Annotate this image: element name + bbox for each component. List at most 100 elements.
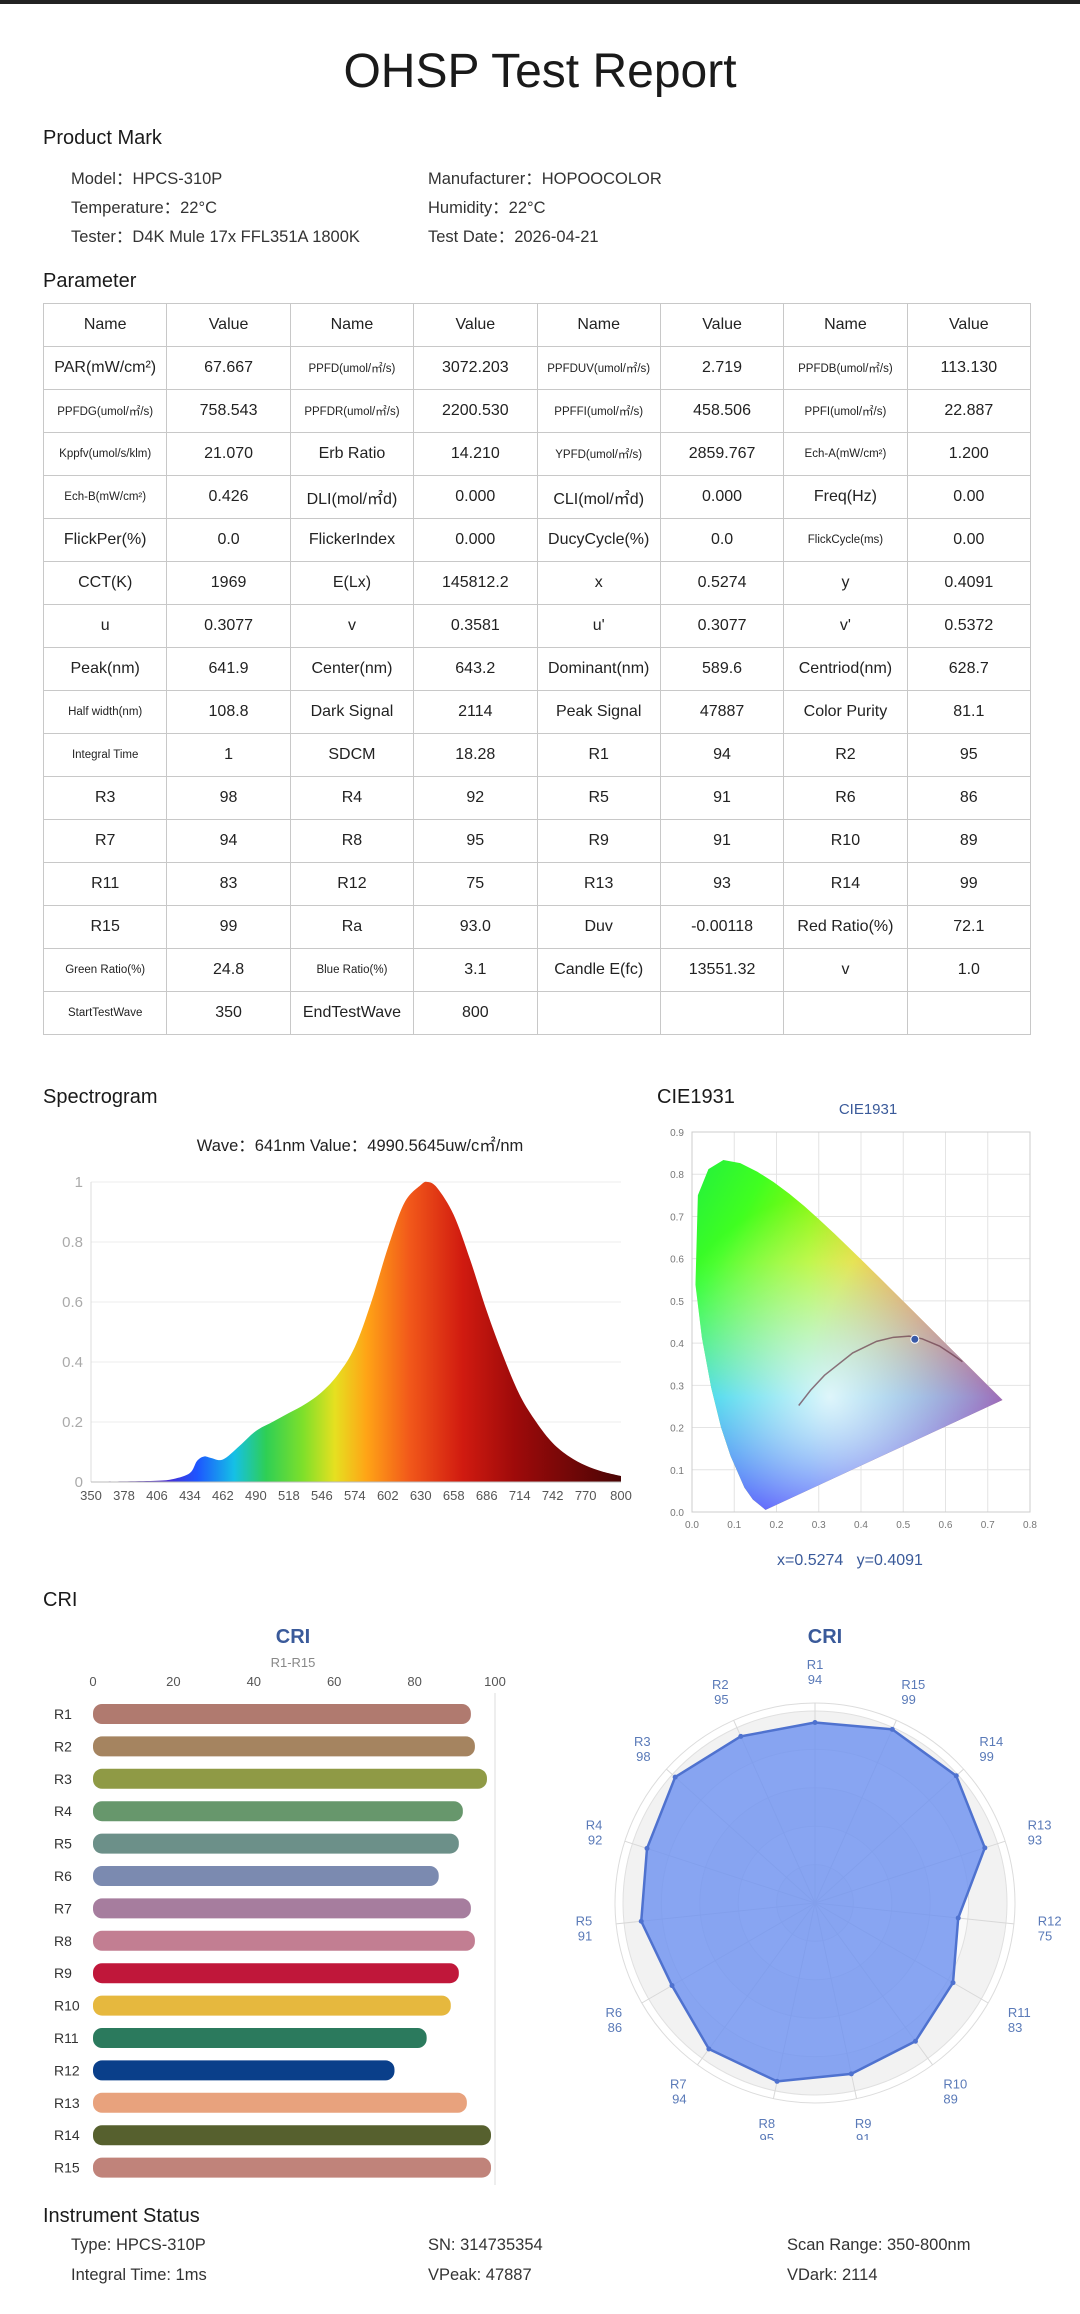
parameter-heading: Parameter xyxy=(43,270,137,292)
radar-value-label: 91 xyxy=(856,2131,870,2140)
radar-point xyxy=(706,2046,712,2052)
column-header: Name xyxy=(289,303,415,347)
spectrum-area xyxy=(91,1181,621,1482)
parameter-row: Integral Time 1 SDCM 18.28 R1 94 R2 95 xyxy=(42,733,1032,777)
param-value-cell: 99 xyxy=(906,862,1032,906)
param-value-cell: 758.543 xyxy=(166,389,291,433)
param-name-cell: Color Purity xyxy=(783,690,908,734)
param-name-cell: CCT(K) xyxy=(42,561,168,605)
radar-value-label: 89 xyxy=(943,2092,957,2107)
param-name-cell: Candle E(fc) xyxy=(536,948,661,992)
param-value-cell: 0.000 xyxy=(413,518,538,562)
param-name-cell: YPFD(umol/㎡/s) xyxy=(536,432,661,476)
manufacturer-info: Manufacturer：HOPOOCOLOR xyxy=(428,170,662,188)
radar-value-label: 86 xyxy=(608,2020,622,2035)
param-name-cell: R5 xyxy=(536,776,661,820)
radar-label: R12 xyxy=(1038,1913,1062,1928)
column-header: Name xyxy=(783,303,908,347)
param-value-cell: 67.667 xyxy=(166,346,291,390)
tester-info: Tester：D4K Mule 17x FFL351A 1800K xyxy=(71,228,360,246)
param-value-cell: 99 xyxy=(166,905,291,949)
cie-ytick: 0.6 xyxy=(670,1255,684,1266)
param-name-cell: Freq(Hz) xyxy=(783,475,908,519)
cri-bar-xtick: 100 xyxy=(484,1674,506,1689)
param-name-cell: R10 xyxy=(783,819,908,863)
parameter-row: R7 94 R8 95 R9 91 R10 89 xyxy=(42,819,1032,863)
cri-bar-label: R4 xyxy=(54,1803,72,1819)
instrument-type: Type: HPCS-310P xyxy=(71,2236,206,2254)
parameter-row: PPFDG(umol/㎡/s) 758.543 PPFDR(umol/㎡/s) 220… xyxy=(42,389,1032,433)
radar-value-label: 95 xyxy=(714,1692,728,1707)
param-name-cell: Centriod(nm) xyxy=(783,647,908,691)
instrument-status-heading: Instrument Status xyxy=(43,2205,200,2227)
cie-ytick: 0.4 xyxy=(670,1339,684,1350)
param-value-cell: 0.5274 xyxy=(659,561,785,605)
cie-xtick: 0.8 xyxy=(1023,1520,1037,1531)
param-name-cell: Red Ratio(%) xyxy=(783,905,908,949)
product-mark-heading: Product Mark xyxy=(43,127,162,149)
param-name-cell: Peak(nm) xyxy=(42,647,168,691)
param-value-cell: 98 xyxy=(166,776,291,820)
param-name-cell: x xyxy=(536,561,661,605)
param-name-cell: v xyxy=(783,948,908,992)
param-value-cell: 3.1 xyxy=(413,948,538,992)
param-name-cell: R11 xyxy=(42,862,168,906)
param-name-cell: u xyxy=(42,604,168,648)
param-name-cell: PPFDUV(umol/㎡/s) xyxy=(536,346,661,390)
cie-heading: CIE1931 xyxy=(657,1086,735,1108)
spectrogram-ytick: 0.4 xyxy=(62,1354,83,1371)
radar-value-label: 91 xyxy=(578,1928,592,1943)
param-value-cell: 94 xyxy=(659,733,785,777)
param-name-cell: Duv xyxy=(536,905,661,949)
cri-bar xyxy=(93,1768,487,1789)
param-value-cell: 0.5372 xyxy=(906,604,1032,648)
param-value-cell: 0.00 xyxy=(906,518,1032,562)
cri-bar-label: R1 xyxy=(54,1706,72,1722)
param-value-cell: 113.130 xyxy=(906,346,1032,390)
spectrogram-xtick: 574 xyxy=(344,1488,366,1503)
cri-bar-label: R2 xyxy=(54,1738,72,1754)
spectrogram-xtick: 770 xyxy=(575,1488,597,1503)
cie-chart: CIE1931 0.0 0.1 0.2 0.3 0.4 0.5 0.6 0.7 0.8 0.0 0.… xyxy=(670,1101,1037,1531)
param-name-cell: FlickerIndex xyxy=(289,518,415,562)
cie-gamut xyxy=(695,1159,1003,1510)
param-value-cell: 145812.2 xyxy=(413,561,538,605)
spectrogram-xtick: 714 xyxy=(509,1488,531,1503)
param-name-cell: Peak Signal xyxy=(536,690,661,734)
param-value-cell: 14.210 xyxy=(413,432,538,476)
parameter-row: R11 83 R12 75 R13 93 R14 99 xyxy=(42,862,1032,906)
radar-point xyxy=(982,1845,988,1851)
param-value-cell: 2114 xyxy=(413,690,538,734)
cri-bar xyxy=(93,1898,471,1919)
spectrogram-xtick: 546 xyxy=(311,1488,333,1503)
cie-ytick: 0.9 xyxy=(670,1128,684,1139)
param-name-cell: R4 xyxy=(289,776,415,820)
page-title: OHSP Test Report xyxy=(343,45,737,98)
radar-area xyxy=(639,1721,987,2083)
cri-bar xyxy=(93,1930,475,1951)
cri-bar-xtick: 80 xyxy=(407,1674,421,1689)
param-value-cell: 13551.32 xyxy=(659,948,785,992)
param-value-cell: 0.426 xyxy=(166,475,291,519)
param-value-cell: 0.3077 xyxy=(659,604,785,648)
param-value-cell: 75 xyxy=(413,862,538,906)
param-value-cell: 72.1 xyxy=(906,905,1032,949)
cri-bar-title: CRI xyxy=(276,1626,310,1648)
spectrogram-ytick: 0 xyxy=(75,1474,83,1491)
cri-bar-label: R7 xyxy=(54,1900,72,1916)
param-value-cell xyxy=(906,991,1032,1035)
radar-value-label: 98 xyxy=(636,1749,650,1764)
param-value-cell: 0.00 xyxy=(906,475,1032,519)
parameter-row: Ech-B(mW/cm²) 0.426 DLI(mol/㎡d) 0.000 CLI(mo… xyxy=(42,475,1032,519)
param-value-cell: 1.200 xyxy=(906,432,1032,476)
param-value-cell: 83 xyxy=(166,862,291,906)
param-name-cell: PPFD(umol/㎡/s) xyxy=(289,346,415,390)
param-name-cell: R15 xyxy=(42,905,168,949)
param-value-cell: 89 xyxy=(906,819,1032,863)
param-name-cell: Half width(nm) xyxy=(42,690,168,734)
cri-bar-subtitle: R1-R15 xyxy=(271,1655,316,1670)
param-value-cell: 91 xyxy=(659,819,785,863)
param-value-cell: 641.9 xyxy=(166,647,291,691)
param-value-cell: 18.28 xyxy=(413,733,538,777)
param-name-cell: PPFDB(umol/㎡/s) xyxy=(783,346,908,390)
